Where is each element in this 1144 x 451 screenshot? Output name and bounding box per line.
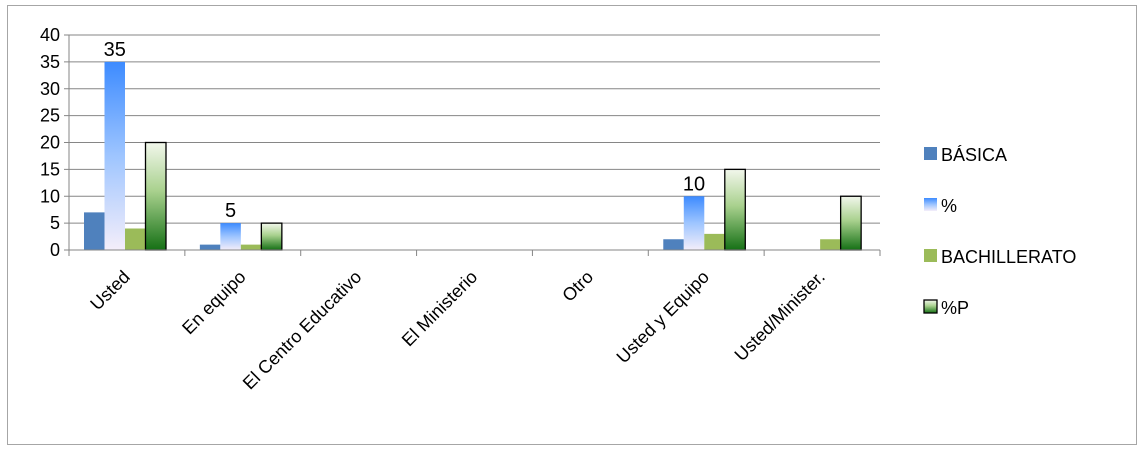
legend-label-bachillerato: BACHILLERATO <box>941 247 1076 267</box>
y-tick-label: 35 <box>40 52 60 72</box>
data-label: 35 <box>104 39 126 61</box>
bar-pct-usted-y-equipo <box>683 196 705 250</box>
legend-label-pctp: %P <box>941 298 969 318</box>
legend-label-basica: BÁSICA <box>941 145 1007 165</box>
legend-label-pct: % <box>941 196 957 216</box>
y-tick-label: 0 <box>50 240 60 260</box>
x-tick-label: Usted <box>86 267 133 314</box>
legend-swatch-pct <box>924 198 937 211</box>
x-tick-label: El Ministerio <box>398 267 481 350</box>
y-tick-label: 30 <box>40 79 60 99</box>
gridlines <box>69 34 880 224</box>
bar-bachillerato-en-equipo <box>240 244 262 250</box>
chart-frame: 35 5 10 0 5 10 15 20 25 30 35 40 Usted En equipo El C… <box>7 5 1137 445</box>
legend-swatch-pctp <box>923 299 938 314</box>
x-tick-label: Usted/Minister. <box>731 267 829 365</box>
bar-pct-usted <box>104 61 125 250</box>
bar-pctp-usted <box>144 141 167 251</box>
data-label: 5 <box>225 200 236 222</box>
y-tick-label: 15 <box>40 159 60 179</box>
bar-basica-usted-y-equipo <box>663 239 684 250</box>
bar-bachillerato-usted <box>125 228 146 250</box>
bars: 35 5 10 <box>84 39 862 251</box>
y-tick-label: 5 <box>50 213 60 233</box>
data-label: 10 <box>683 173 705 195</box>
x-tick-label: Otro <box>558 267 597 306</box>
y-tick-label: 40 <box>40 25 60 45</box>
bar-pctp-usted-y-equipo <box>724 168 746 251</box>
legend-swatch-bachillerato <box>924 249 937 262</box>
x-tick-label: El Centro Educativo <box>239 267 366 394</box>
bar-bachillerato-usted-y-equipo <box>704 233 725 250</box>
bar-bachillerato-usted-minister <box>820 239 841 250</box>
y-tick-label: 20 <box>40 133 60 153</box>
x-tick-label: Usted y Equipo <box>613 267 713 367</box>
y-tick-label: 10 <box>40 186 60 206</box>
bar-basica-en-equipo <box>199 244 221 250</box>
bar-pctp-en-equipo <box>260 222 283 251</box>
y-tick-label: 25 <box>40 106 60 126</box>
legend: BÁSICA% BACHILLERATO %P <box>923 145 1076 318</box>
bar-pct-en-equipo <box>220 223 241 250</box>
bar-pctp-usted-minister <box>839 195 862 251</box>
legend-swatch-basica <box>924 147 937 160</box>
x-tick-label: En equipo <box>178 267 249 338</box>
bar-basica-usted <box>84 212 105 250</box>
